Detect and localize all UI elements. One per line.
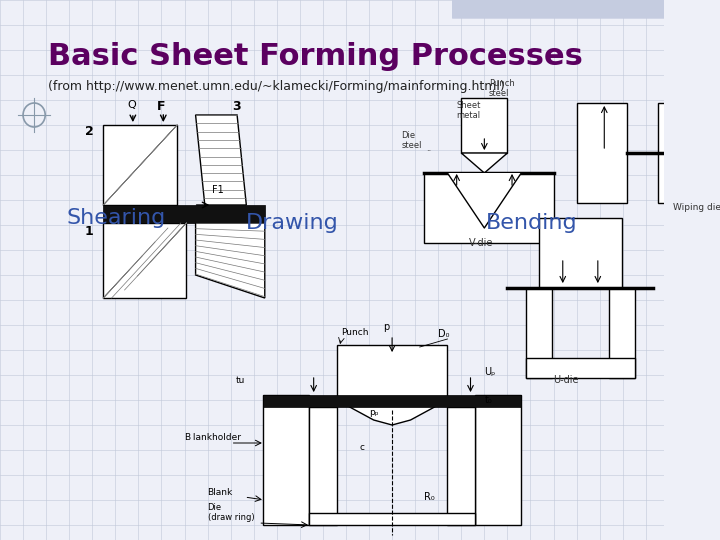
- Text: B lankholder: B lankholder: [184, 433, 240, 442]
- Text: c: c: [360, 443, 365, 452]
- FancyBboxPatch shape: [609, 288, 635, 378]
- Text: Drawing: Drawing: [246, 213, 338, 233]
- Text: 1: 1: [85, 225, 94, 238]
- Polygon shape: [447, 173, 521, 228]
- Text: Die
steel: Die steel: [401, 131, 422, 150]
- Text: Basic Sheet Forming Processes: Basic Sheet Forming Processes: [48, 42, 583, 71]
- Text: pₚ: pₚ: [369, 408, 379, 417]
- FancyBboxPatch shape: [337, 345, 447, 400]
- FancyBboxPatch shape: [424, 173, 554, 243]
- FancyBboxPatch shape: [452, 0, 665, 18]
- Text: Shearing: Shearing: [67, 208, 166, 228]
- Polygon shape: [196, 223, 265, 298]
- Text: 2: 2: [85, 125, 94, 138]
- Text: Bending: Bending: [485, 213, 577, 233]
- FancyBboxPatch shape: [462, 98, 508, 153]
- FancyBboxPatch shape: [658, 103, 708, 203]
- FancyBboxPatch shape: [447, 407, 475, 525]
- Text: 3: 3: [233, 100, 241, 113]
- Text: (from http://www.menet.umn.edu/~klamecki/Forming/mainforming.html): (from http://www.menet.umn.edu/~klamecki…: [48, 80, 505, 93]
- Text: Blank: Blank: [207, 488, 233, 497]
- Text: t₀: t₀: [485, 395, 492, 405]
- FancyBboxPatch shape: [104, 223, 186, 298]
- FancyBboxPatch shape: [577, 103, 627, 203]
- FancyBboxPatch shape: [309, 513, 475, 525]
- Text: Wiping die: Wiping die: [673, 203, 720, 212]
- Text: Punch
steel: Punch steel: [489, 79, 515, 98]
- Text: U-die: U-die: [554, 375, 579, 385]
- Text: tu: tu: [235, 376, 245, 385]
- FancyBboxPatch shape: [104, 205, 265, 223]
- FancyBboxPatch shape: [104, 125, 177, 205]
- Polygon shape: [462, 153, 508, 173]
- Text: F1: F1: [212, 185, 224, 195]
- Text: R₀: R₀: [424, 492, 435, 502]
- FancyBboxPatch shape: [475, 395, 521, 525]
- FancyBboxPatch shape: [263, 395, 309, 525]
- Text: Die
(draw ring): Die (draw ring): [207, 503, 254, 522]
- Polygon shape: [196, 115, 246, 205]
- Text: p: p: [383, 322, 389, 332]
- Polygon shape: [337, 400, 447, 425]
- Text: Sheet
metal: Sheet metal: [456, 100, 481, 120]
- FancyBboxPatch shape: [526, 358, 635, 378]
- Text: Punch: Punch: [341, 328, 369, 337]
- Text: Q: Q: [127, 100, 136, 110]
- FancyBboxPatch shape: [309, 407, 337, 525]
- Text: F: F: [157, 100, 166, 113]
- Text: V-die: V-die: [469, 238, 493, 248]
- Text: Uₚ: Uₚ: [485, 367, 495, 377]
- FancyBboxPatch shape: [539, 218, 622, 288]
- FancyBboxPatch shape: [526, 288, 552, 378]
- Text: D₀: D₀: [438, 329, 450, 339]
- Text: ..: ..: [426, 144, 431, 153]
- FancyBboxPatch shape: [263, 395, 521, 407]
